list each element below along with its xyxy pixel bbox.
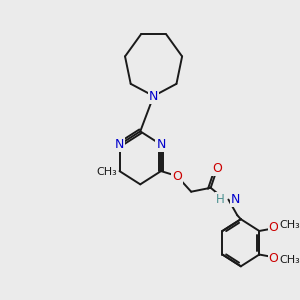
Text: CH₃: CH₃ — [97, 167, 118, 177]
Text: N: N — [231, 193, 241, 206]
Text: N: N — [156, 138, 166, 151]
Text: O: O — [268, 252, 278, 265]
Text: N: N — [115, 138, 124, 151]
Text: CH₃: CH₃ — [279, 220, 300, 230]
Text: N: N — [149, 89, 158, 103]
Text: O: O — [268, 220, 278, 233]
Text: CH₃: CH₃ — [279, 255, 300, 266]
Text: O: O — [212, 162, 222, 175]
Text: H: H — [216, 193, 225, 206]
Text: O: O — [172, 169, 182, 182]
